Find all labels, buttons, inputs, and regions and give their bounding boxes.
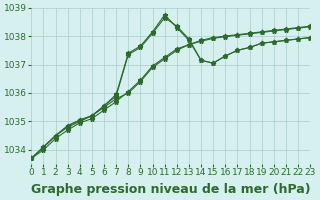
X-axis label: Graphe pression niveau de la mer (hPa): Graphe pression niveau de la mer (hPa) — [31, 183, 310, 196]
